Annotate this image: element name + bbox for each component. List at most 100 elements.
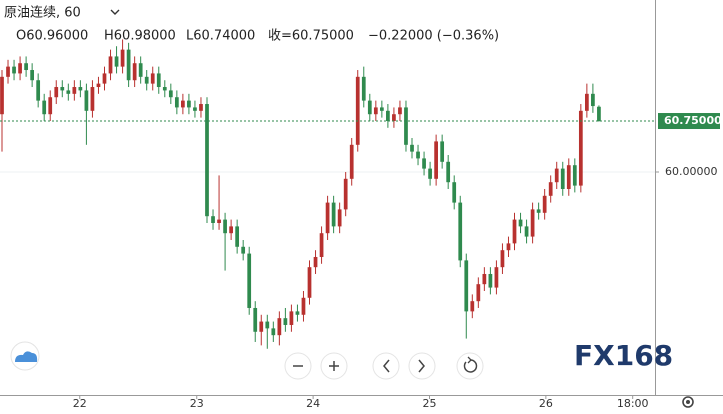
candle-body xyxy=(422,158,426,169)
candle-body xyxy=(386,110,390,122)
x-tick-label: 18:00 xyxy=(617,397,649,410)
ohlc-low: L60.74000 xyxy=(186,29,255,44)
candle-body xyxy=(42,100,47,115)
cloud-button[interactable] xyxy=(10,341,40,371)
candle-body xyxy=(90,87,95,111)
candle-body xyxy=(379,107,384,111)
candle-body xyxy=(150,73,155,84)
candle-body xyxy=(434,141,438,179)
candle-body xyxy=(398,107,402,115)
symbol-menu[interactable] xyxy=(110,9,120,15)
last-price-box xyxy=(658,113,720,130)
candle-body xyxy=(235,226,240,247)
candle-body xyxy=(253,307,258,332)
candle-body xyxy=(144,76,149,84)
candle-body xyxy=(416,151,420,159)
zoom-out[interactable] xyxy=(284,352,312,380)
candle-body xyxy=(211,216,215,223)
candle-body xyxy=(307,267,312,298)
candle-body xyxy=(578,110,583,186)
logo: FX168 xyxy=(574,339,673,372)
candle-body xyxy=(193,107,197,111)
scroll-left[interactable] xyxy=(372,352,400,380)
y-tick-label: 60.00000 xyxy=(665,165,718,178)
candle-body xyxy=(199,104,203,111)
candle-body xyxy=(229,226,233,234)
candle-body xyxy=(361,76,366,101)
candle-body xyxy=(572,165,577,186)
ohlc-high: H60.98000 xyxy=(104,29,176,44)
ohlc-open: O60.96000 xyxy=(16,29,88,44)
candle-body xyxy=(500,250,505,268)
candle-body xyxy=(114,56,119,67)
candle-body xyxy=(174,97,179,108)
candle-body xyxy=(96,83,101,88)
candle-body xyxy=(12,66,16,74)
candle-body xyxy=(0,76,4,115)
candle-body xyxy=(301,297,306,315)
candle-body xyxy=(24,63,28,71)
candle-body xyxy=(60,87,65,91)
candle-body xyxy=(452,182,457,203)
candle-body xyxy=(72,87,77,94)
candle-body xyxy=(138,63,143,77)
candle-body xyxy=(295,311,300,315)
candle-body xyxy=(223,219,227,234)
candle-body xyxy=(542,195,547,213)
candle-body xyxy=(313,256,318,268)
candle-body xyxy=(554,168,559,183)
candle-body xyxy=(102,73,107,84)
zoom-in[interactable] xyxy=(320,352,348,380)
candle-body xyxy=(259,321,264,332)
candle-body xyxy=(6,66,10,77)
candle-body xyxy=(277,318,282,336)
candle-body xyxy=(325,202,330,234)
candle-body xyxy=(506,243,511,251)
candle-body xyxy=(494,267,499,288)
candle-body xyxy=(566,165,571,190)
candle-body xyxy=(373,107,378,115)
candle-body xyxy=(584,93,589,111)
x-tick-label: 22 xyxy=(73,397,87,410)
candle-body xyxy=(132,63,137,81)
candle-body xyxy=(108,56,113,74)
candle-body xyxy=(187,100,191,108)
candle-body xyxy=(591,93,595,107)
candle-body xyxy=(530,209,535,237)
candle-body xyxy=(482,273,487,285)
last-price-label: 60.75000 xyxy=(664,114,722,127)
candle-body xyxy=(355,76,360,145)
candle-body xyxy=(247,253,252,308)
candle-body xyxy=(392,114,396,122)
candle-body xyxy=(18,63,22,74)
ohlc-close: 收=60.75000 xyxy=(268,29,354,44)
x-tick-label: 26 xyxy=(539,397,553,410)
reset[interactable] xyxy=(456,352,484,380)
candle-body xyxy=(446,161,451,183)
candle-body xyxy=(48,97,53,115)
candle-body xyxy=(337,209,342,227)
candle-body xyxy=(548,182,553,196)
candle-body xyxy=(560,168,565,190)
candle-body xyxy=(343,178,348,210)
x-tick-label: 25 xyxy=(422,397,436,410)
candle-body xyxy=(440,141,445,162)
scroll-right[interactable] xyxy=(408,352,436,380)
candle-body xyxy=(410,144,414,152)
candle-body xyxy=(331,202,336,227)
candle-body xyxy=(78,87,83,91)
candle-body xyxy=(271,328,276,336)
candle-body xyxy=(126,49,131,81)
settings[interactable] xyxy=(682,396,694,408)
candle-body xyxy=(265,321,270,329)
candle-body xyxy=(367,100,372,115)
candle-body xyxy=(162,87,167,91)
ohlc-change: −0.22000 (−0.36%) xyxy=(368,29,499,44)
candle-body xyxy=(181,100,185,108)
x-tick-label: 24 xyxy=(306,397,320,410)
candle-body xyxy=(536,209,541,213)
x-tick-label: 23 xyxy=(190,397,204,410)
candle-body xyxy=(597,106,601,122)
plot-area xyxy=(0,39,655,349)
